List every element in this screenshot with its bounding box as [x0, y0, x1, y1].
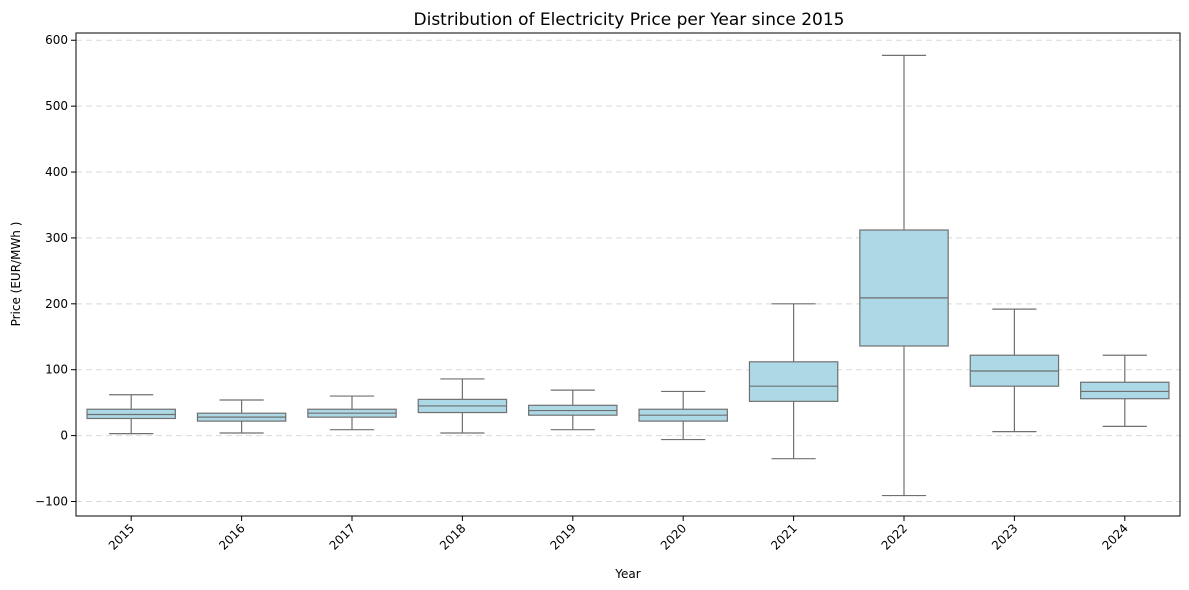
y-tick-label: 600 — [45, 33, 68, 47]
y-tick-label: 0 — [60, 429, 68, 443]
iqr-box — [1081, 382, 1169, 398]
iqr-box — [860, 230, 948, 346]
y-tick-label: 100 — [45, 363, 68, 377]
chart-title: Distribution of Electricity Price per Ye… — [414, 10, 845, 30]
y-tick-label: 300 — [45, 231, 68, 245]
iqr-box — [87, 409, 175, 418]
x-axis-label: Year — [614, 567, 640, 581]
y-tick-label: 200 — [45, 297, 68, 311]
y-tick-label: 500 — [45, 99, 68, 113]
y-axis-label: Price (EUR/MWh ) — [9, 222, 23, 327]
y-tick-label: −100 — [35, 495, 68, 509]
iqr-box — [749, 362, 837, 402]
y-tick-label: 400 — [45, 165, 68, 179]
